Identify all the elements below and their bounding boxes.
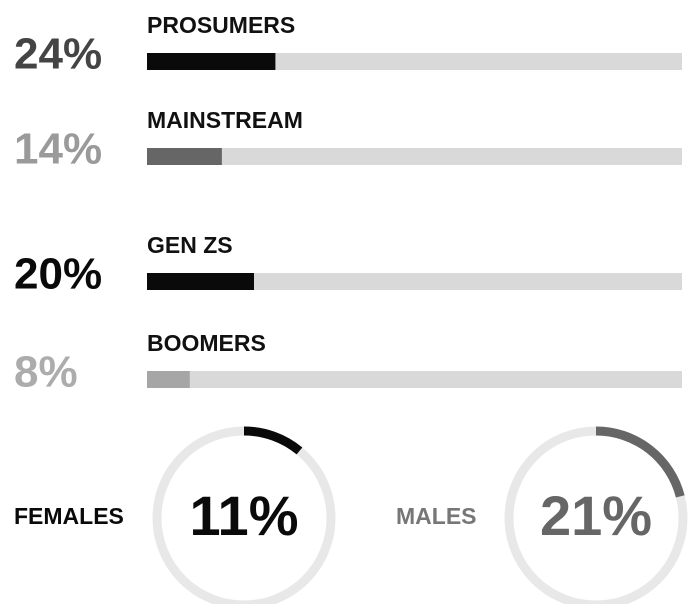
bar-track (147, 148, 682, 165)
bar (147, 53, 276, 70)
category-label: BOOMERS (147, 330, 266, 356)
value-label: 14% (14, 125, 102, 174)
category-label: PROSUMERS (147, 12, 295, 38)
value-label: 24% (14, 30, 102, 79)
value-label: 8% (14, 348, 78, 397)
bar (147, 273, 254, 290)
gauge-value: 21% (540, 484, 652, 547)
category-label: MAINSTREAM (147, 107, 303, 133)
bar-track (147, 273, 682, 290)
gauge-value: 11% (190, 484, 299, 547)
category-label: GEN ZS (147, 232, 233, 258)
bar (147, 371, 190, 388)
bar (147, 148, 222, 165)
gauge-arc (595, 426, 685, 498)
bar-track (147, 53, 682, 70)
gauge-label: FEMALES (14, 503, 124, 529)
gauge-label: MALES (396, 503, 477, 529)
gauge-arc (243, 426, 303, 455)
bar-track (147, 371, 682, 388)
value-label: 20% (14, 250, 102, 299)
